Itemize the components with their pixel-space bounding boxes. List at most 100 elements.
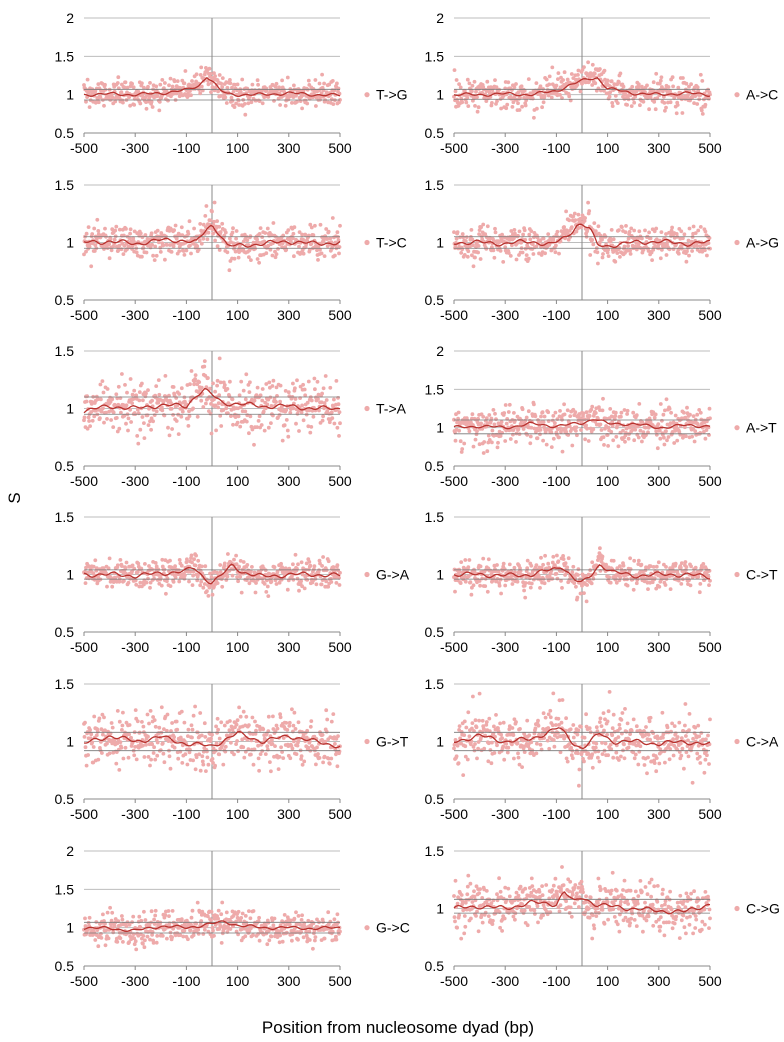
data-point <box>467 429 472 434</box>
data-point <box>266 594 271 598</box>
data-point <box>235 420 240 425</box>
data-point <box>216 401 221 406</box>
data-point <box>320 733 325 737</box>
data-point <box>328 385 333 390</box>
data-point <box>168 558 172 563</box>
x-tick-label: 100 <box>596 140 620 156</box>
data-point <box>215 716 220 721</box>
data-point <box>607 575 611 579</box>
data-point <box>506 251 511 255</box>
data-point <box>494 713 498 717</box>
x-tick-label: 500 <box>698 639 722 655</box>
data-point <box>512 756 516 761</box>
data-point <box>669 228 674 233</box>
data-point <box>212 397 216 402</box>
data-point <box>516 90 521 95</box>
data-point <box>265 402 270 407</box>
data-point <box>582 65 586 69</box>
data-point <box>273 255 278 260</box>
data-point <box>207 66 212 71</box>
data-point <box>326 229 331 234</box>
data-point <box>330 79 335 83</box>
data-point <box>560 586 564 590</box>
data-point <box>192 382 197 387</box>
data-point <box>205 589 209 594</box>
data-point <box>186 727 191 732</box>
data-point <box>484 723 489 727</box>
data-point <box>300 106 304 111</box>
data-point <box>228 733 233 737</box>
data-point <box>513 418 517 423</box>
data-point <box>551 436 556 441</box>
data-point <box>132 388 137 393</box>
data-point <box>157 100 162 104</box>
data-point <box>120 728 124 732</box>
y-tick-label: 0.5 <box>425 458 445 474</box>
x-tick-label: -100 <box>542 639 570 655</box>
data-point <box>499 106 503 111</box>
data-point <box>650 580 655 585</box>
data-point <box>271 221 276 225</box>
data-point <box>114 761 119 766</box>
data-point <box>329 719 334 724</box>
data-point <box>234 553 239 558</box>
data-point <box>234 229 239 233</box>
data-point <box>278 383 283 388</box>
data-point <box>84 231 89 236</box>
data-point <box>110 584 115 589</box>
data-point <box>615 101 620 105</box>
data-point <box>569 72 574 76</box>
data-point <box>327 82 332 87</box>
data-point <box>150 567 155 572</box>
data-point <box>154 564 159 569</box>
data-point <box>618 71 623 76</box>
data-point <box>628 252 633 256</box>
data-point <box>245 238 250 243</box>
x-tick-label: 300 <box>277 307 301 323</box>
data-point <box>180 743 185 748</box>
data-point <box>586 60 590 65</box>
data-point <box>97 716 102 721</box>
data-point <box>578 591 583 596</box>
data-point <box>256 240 261 245</box>
x-tick-label: -300 <box>491 307 519 323</box>
y-tick-label: 1 <box>66 567 74 583</box>
data-point <box>305 578 310 582</box>
data-point <box>159 405 164 409</box>
data-point <box>121 756 126 761</box>
data-point <box>477 579 482 583</box>
data-point <box>338 421 342 426</box>
data-point <box>277 85 281 90</box>
x-tick-label: -300 <box>121 307 149 323</box>
data-point <box>142 755 147 759</box>
data-point <box>542 581 547 586</box>
data-point <box>144 250 149 255</box>
data-point <box>312 564 317 569</box>
data-point <box>702 578 707 582</box>
data-point <box>258 393 263 398</box>
data-point <box>123 745 128 750</box>
data-point <box>320 391 324 396</box>
data-point <box>306 379 311 384</box>
data-point <box>508 575 513 580</box>
data-point <box>209 736 213 741</box>
smoothed-series-line <box>83 730 341 749</box>
data-point <box>549 445 554 449</box>
data-point <box>335 563 340 567</box>
data-point <box>149 757 154 762</box>
data-point <box>608 580 613 585</box>
data-point <box>512 228 517 232</box>
data-point <box>476 250 480 255</box>
data-point <box>495 99 499 103</box>
data-point <box>255 78 260 83</box>
data-point <box>530 96 535 101</box>
data-point <box>176 432 181 436</box>
data-point <box>255 237 259 242</box>
data-point <box>587 414 592 418</box>
data-point <box>490 740 494 745</box>
data-point <box>539 414 543 419</box>
y-tick-label: 1.5 <box>425 509 445 525</box>
data-point <box>539 566 544 570</box>
data-point <box>682 232 687 237</box>
data-point <box>87 244 92 249</box>
